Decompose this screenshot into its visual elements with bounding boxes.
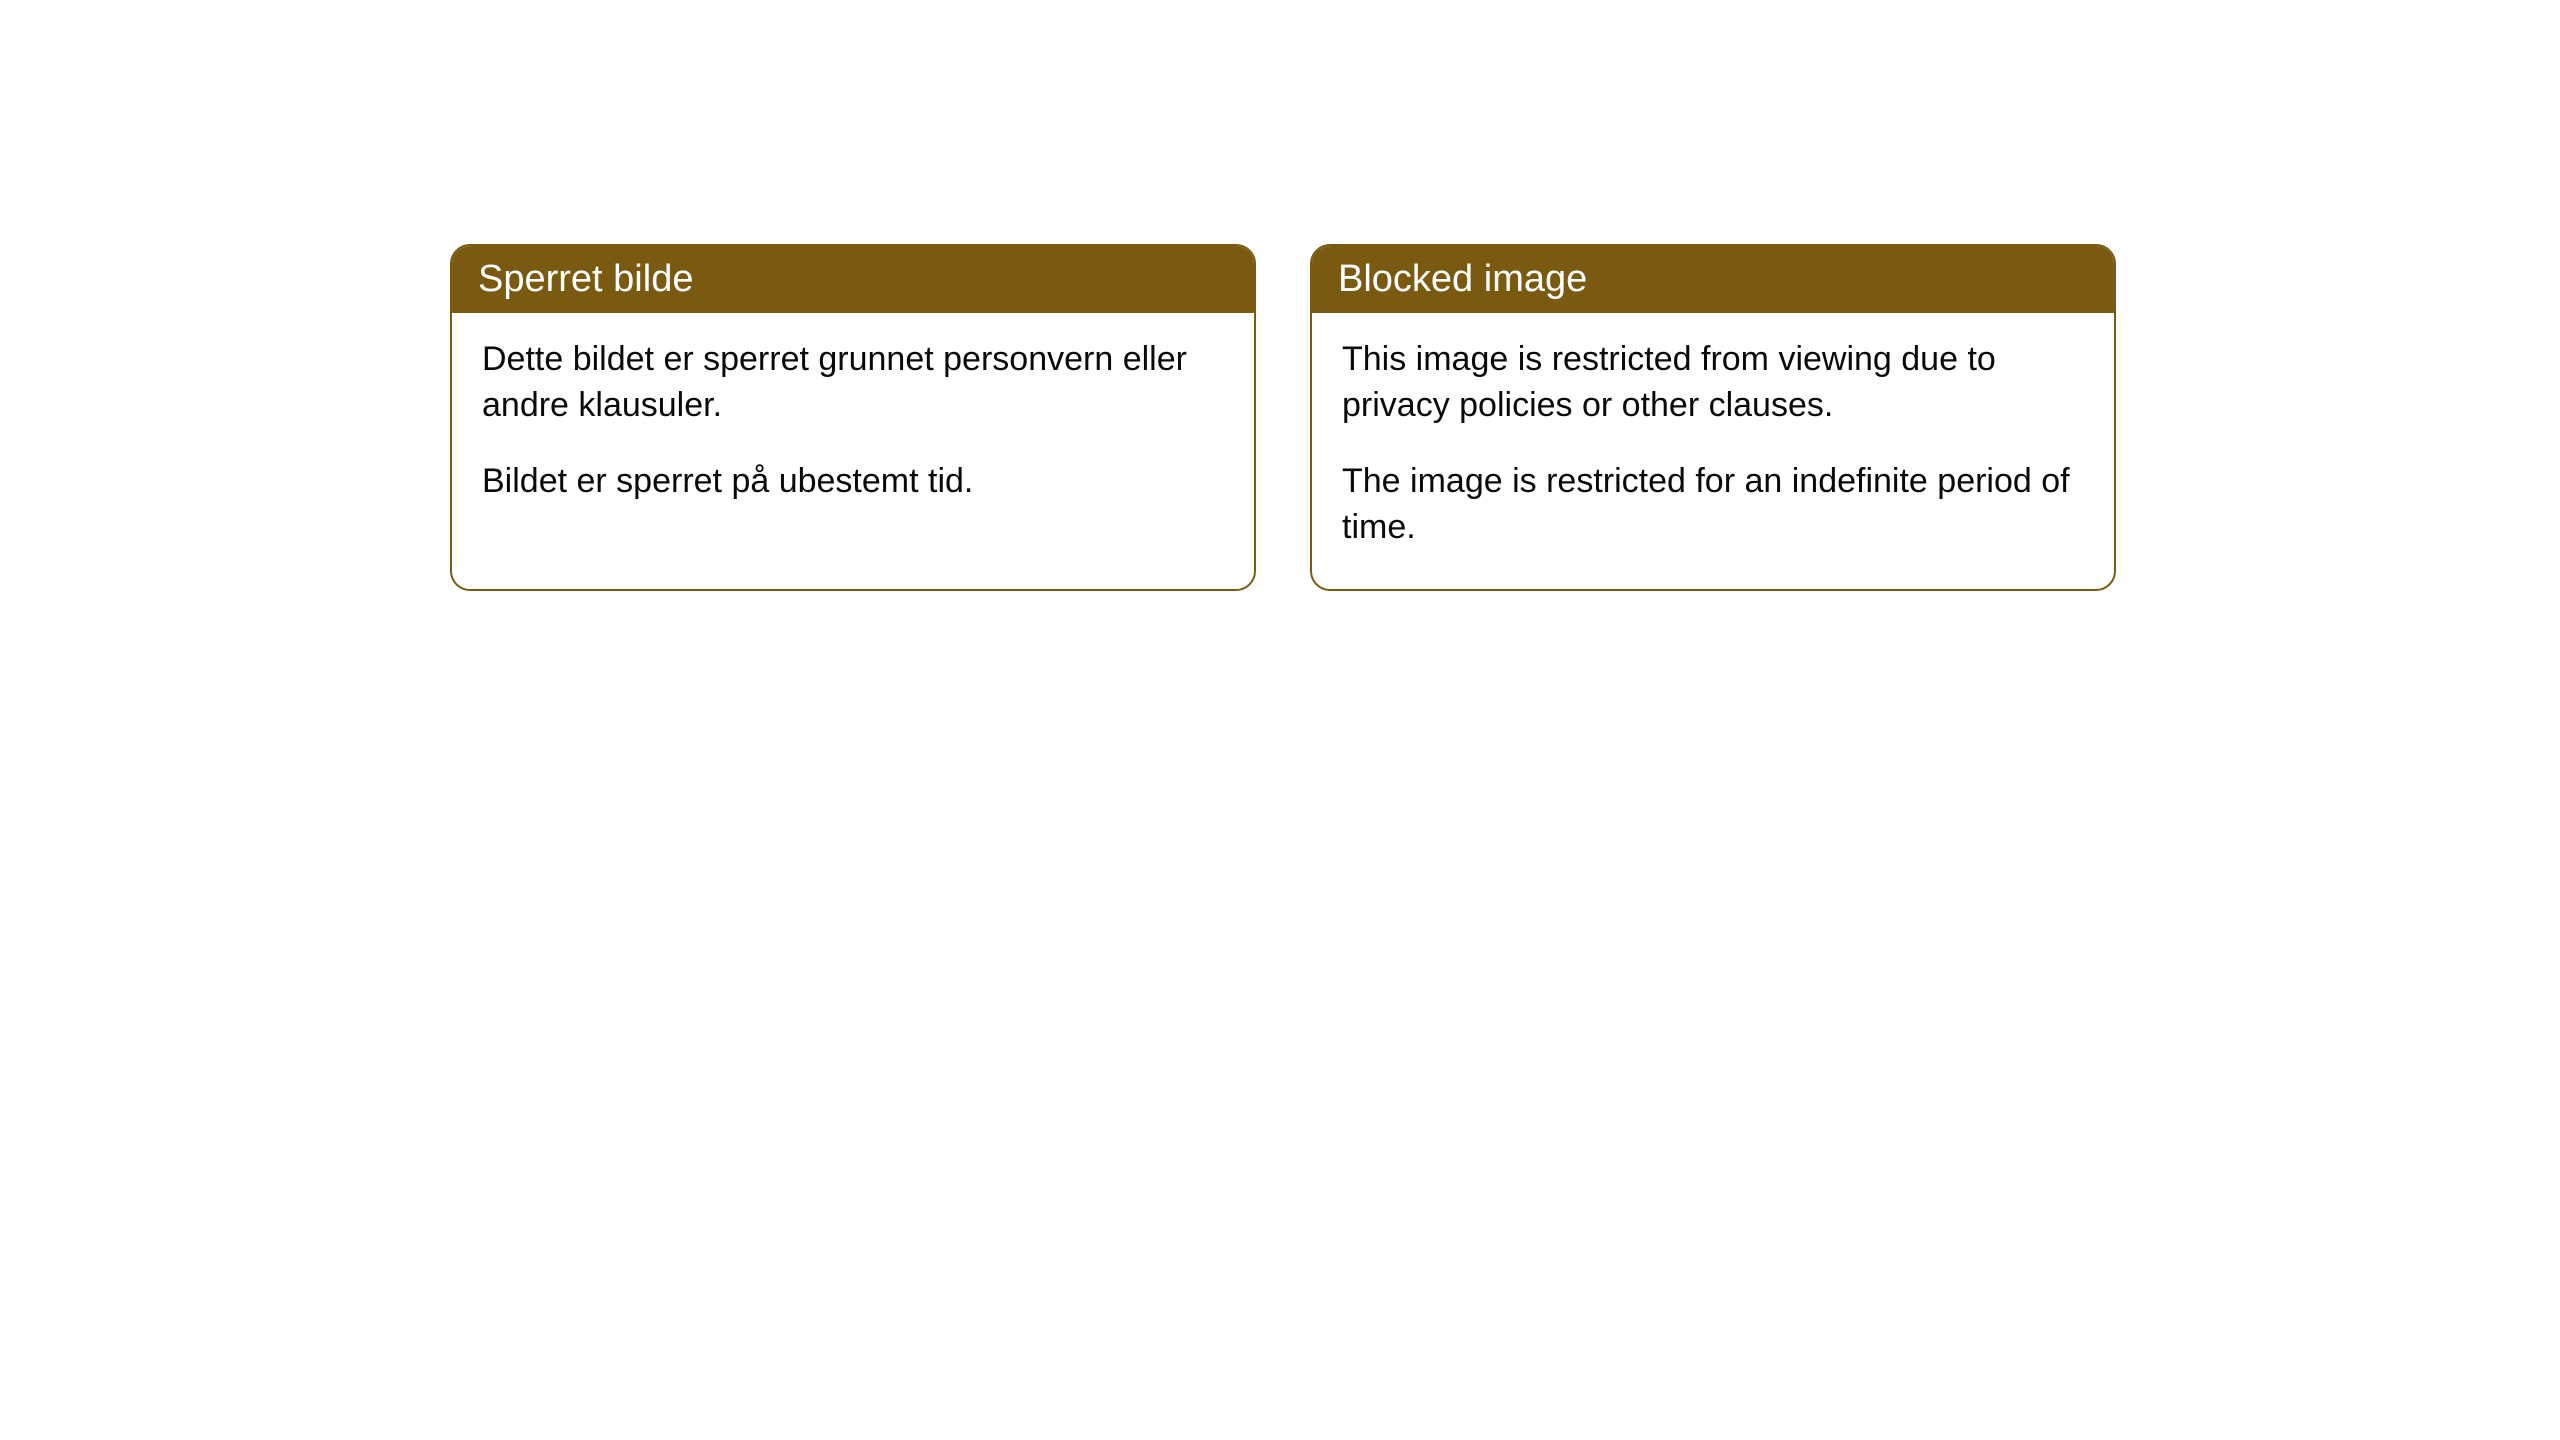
card-body: Dette bildet er sperret grunnet personve… [452,313,1254,543]
notice-cards-container: Sperret bilde Dette bildet er sperret gr… [450,244,2116,591]
card-paragraph: Bildet er sperret på ubestemt tid. [482,459,1224,505]
card-title: Sperret bilde [478,258,693,300]
card-header: Sperret bilde [452,246,1254,313]
card-paragraph: This image is restricted from viewing du… [1342,337,2084,429]
card-title: Blocked image [1338,258,1587,300]
card-paragraph: Dette bildet er sperret grunnet personve… [482,337,1224,429]
card-body: This image is restricted from viewing du… [1312,313,2114,589]
card-header: Blocked image [1312,246,2114,313]
card-paragraph: The image is restricted for an indefinit… [1342,459,2084,551]
notice-card-norwegian: Sperret bilde Dette bildet er sperret gr… [450,244,1256,591]
notice-card-english: Blocked image This image is restricted f… [1310,244,2116,591]
